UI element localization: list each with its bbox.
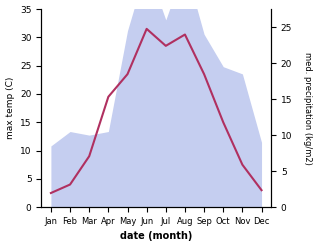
Y-axis label: med. precipitation (kg/m2): med. precipitation (kg/m2) xyxy=(303,52,313,165)
Y-axis label: max temp (C): max temp (C) xyxy=(5,77,15,139)
X-axis label: date (month): date (month) xyxy=(120,231,192,242)
